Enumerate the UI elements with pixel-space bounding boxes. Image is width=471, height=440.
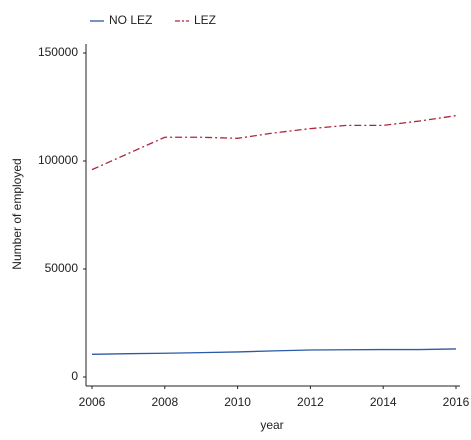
series-line — [91, 114, 457, 171]
y-tick-label: 100000 — [38, 153, 78, 167]
x-tick-label: 2016 — [443, 395, 470, 409]
legend-label: LEZ — [194, 13, 216, 27]
x-tick-label: 2010 — [224, 395, 251, 409]
series-line — [91, 348, 457, 355]
x-tick-label: 2012 — [297, 395, 324, 409]
y-tick-label: 0 — [71, 369, 78, 383]
y-tick-label: 50000 — [45, 261, 79, 275]
x-tick-label: 2006 — [79, 395, 106, 409]
y-tick-label: 150000 — [38, 45, 78, 59]
x-tick-label: 2008 — [151, 395, 178, 409]
y-axis-label: Number of employed — [10, 158, 24, 269]
x-tick-label: 2014 — [370, 395, 397, 409]
x-axis-label: year — [260, 418, 283, 432]
legend-label: NO LEZ — [109, 13, 152, 27]
